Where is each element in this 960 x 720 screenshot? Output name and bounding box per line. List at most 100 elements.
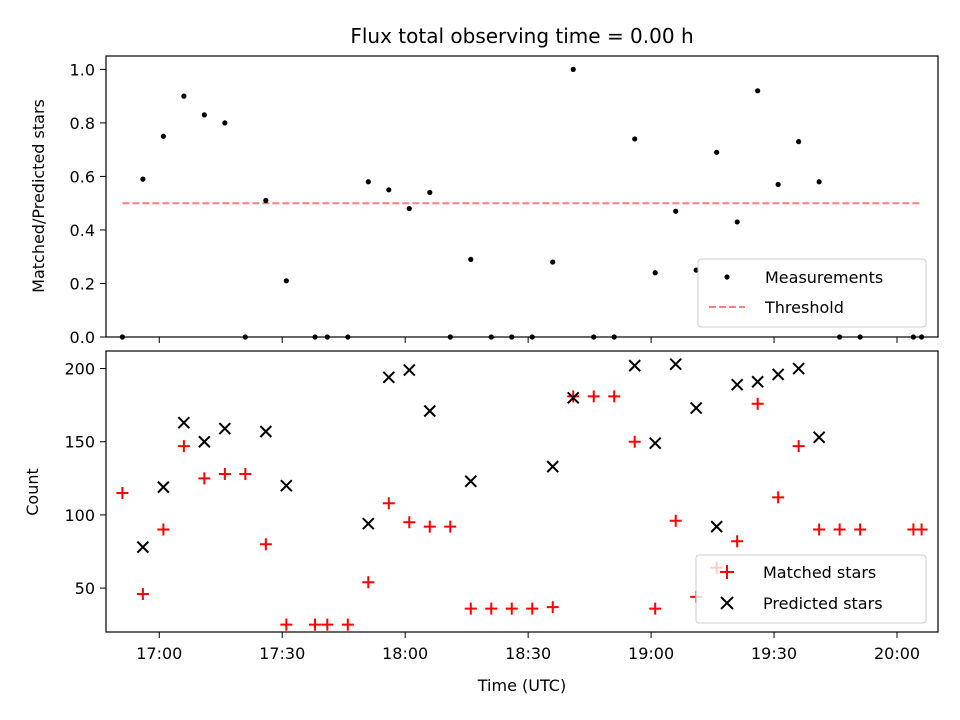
predicted-star-point — [669, 357, 682, 371]
measurement-point — [714, 149, 720, 155]
bottom-axes-frame — [105, 350, 939, 633]
measurement-point — [550, 259, 556, 265]
predicted-star-point — [259, 425, 273, 438]
matched-star-point — [567, 390, 580, 403]
top-axes: 0.0 0.2 0.4 0.6 0.8 1.0 — [70, 60, 898, 347]
measurement-point — [283, 278, 289, 284]
predicted-star-point — [751, 375, 764, 388]
predicted-star-point — [771, 368, 785, 381]
measurement-point — [796, 139, 802, 145]
matched-star-point — [649, 602, 662, 615]
legend-matched-marker — [720, 565, 734, 579]
top-y-tick-label: 0.4 — [70, 221, 95, 240]
legend-measurements-marker — [724, 274, 730, 280]
top-plot-area — [119, 66, 925, 340]
measurement-point — [386, 187, 392, 193]
predicted-star-point — [567, 391, 580, 405]
predicted-star-point — [546, 460, 559, 473]
matched-star-point — [751, 397, 764, 410]
predicted-star-point — [403, 363, 416, 377]
top-y-axis-label: Matched/Predicted stars — [29, 99, 48, 293]
x-tick-label: 18:00 — [382, 644, 428, 663]
matched-star-point — [587, 390, 600, 403]
top-legend: Measurements Threshold — [697, 258, 927, 328]
predicted-star-point — [198, 435, 211, 448]
legend-predicted-label: Predicted stars — [763, 594, 883, 613]
bottom-axes: 50 100 150 200 17:00 17:30 18:00 18:30 19:00 19:3… — [64, 360, 920, 663]
chart-title: Flux total observing time = 0.00 h — [350, 24, 693, 48]
predicted-star-point — [812, 431, 826, 444]
predicted-star-point — [464, 475, 477, 488]
matched-star-point — [526, 602, 539, 615]
matched-star-point — [259, 538, 272, 551]
predicted-star-point — [710, 520, 723, 533]
measurement-point — [140, 176, 146, 182]
matched-star-point — [341, 618, 354, 631]
matched-star-point — [309, 618, 322, 631]
predicted-star-point — [689, 401, 703, 415]
measurement-point — [816, 179, 822, 185]
predicted-star-point — [730, 378, 744, 391]
measurement-point — [570, 66, 576, 72]
top-axes-frame — [105, 55, 939, 338]
matched-star-point — [321, 618, 334, 631]
measurement-point — [365, 179, 371, 185]
predicted-star-point — [648, 436, 662, 450]
legend-measurements-label: Measurements — [765, 268, 883, 287]
measurement-point — [734, 219, 740, 225]
matched-star-point — [444, 520, 457, 533]
x-tick-label: 18:30 — [505, 644, 551, 663]
measurement-point — [181, 93, 187, 99]
bottom-plot-area — [116, 357, 928, 631]
bottom-y-axis-label: Count — [23, 468, 42, 516]
matched-star-point — [505, 602, 518, 615]
matched-star-point — [608, 390, 621, 403]
matched-star-point — [915, 523, 928, 536]
top-legend-box — [697, 258, 927, 328]
bottom-y-tick-label: 50 — [75, 579, 95, 598]
matched-star-point — [116, 486, 129, 499]
matched-star-point — [136, 587, 149, 600]
measurement-point — [775, 181, 781, 188]
matched-star-point — [280, 618, 293, 631]
matched-star-point — [833, 523, 846, 536]
predicted-star-point — [628, 359, 641, 372]
x-tick-label: 19:00 — [628, 644, 674, 663]
predicted-star-point — [280, 479, 293, 492]
bottom-y-tick-label: 150 — [64, 433, 95, 452]
top-y-tick-label: 0.2 — [70, 274, 95, 293]
matched-star-point — [772, 491, 785, 504]
measurement-point — [755, 88, 761, 94]
matched-star-point — [546, 601, 559, 614]
predicted-star-point — [382, 371, 396, 384]
measurement-point — [652, 270, 658, 276]
matched-star-point — [403, 516, 416, 529]
top-y-tick-label: 0.8 — [70, 114, 95, 133]
measurement-point — [201, 112, 207, 118]
predicted-star-point — [136, 540, 150, 554]
bottom-legend-box — [695, 554, 927, 624]
bottom-legend: Matched stars Predicted stars — [695, 554, 927, 624]
measurement-point — [468, 256, 474, 262]
matched-star-point — [731, 535, 744, 548]
measurement-point — [673, 208, 679, 214]
matched-star-point — [218, 467, 231, 480]
measurement-point — [263, 197, 269, 204]
measurement-point — [427, 189, 433, 196]
top-y-tick-label: 1.0 — [70, 60, 95, 79]
matched-star-point — [813, 523, 826, 536]
matched-star-point — [485, 602, 498, 615]
measurement-point — [160, 133, 166, 139]
x-tick-label: 19:30 — [751, 644, 797, 663]
predicted-star-point — [423, 404, 436, 418]
matched-star-point — [362, 576, 375, 589]
bottom-y-tick-label: 100 — [64, 506, 95, 525]
legend-predicted-marker — [720, 596, 734, 610]
legend-matched-label: Matched stars — [763, 563, 876, 582]
matched-star-point — [792, 440, 805, 453]
measurement-point — [222, 120, 228, 126]
predicted-star-point — [218, 422, 232, 435]
matched-star-point — [423, 520, 436, 533]
top-y-tick-label: 0.0 — [70, 328, 95, 347]
